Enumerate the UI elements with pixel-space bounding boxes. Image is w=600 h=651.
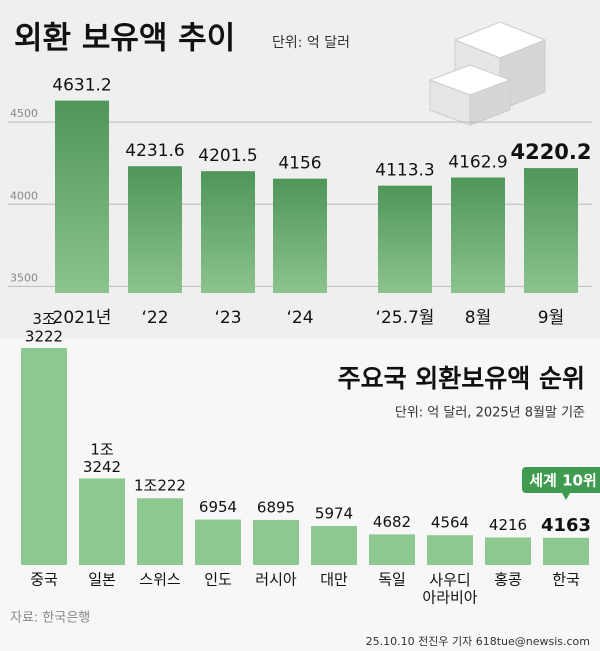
bar xyxy=(137,498,183,565)
x-tick-label: 대만 xyxy=(320,571,348,589)
value-label: 4113.3 xyxy=(375,161,434,181)
bar xyxy=(253,519,299,565)
annotation: 세계 10위 xyxy=(529,472,597,490)
x-tick-label: 한국 xyxy=(552,571,580,589)
unit-label: 단위: 억 달러 xyxy=(272,35,350,51)
chart-title: 주요국 외환보유액 순위 xyxy=(338,364,585,393)
x-tick-label: 8월 xyxy=(465,308,491,328)
x-tick-label: ‘23 xyxy=(214,308,241,328)
y-tick-label: 4500 xyxy=(10,107,38,120)
bar xyxy=(195,519,241,565)
money-icon xyxy=(428,21,547,126)
bar xyxy=(524,168,578,293)
bar xyxy=(201,171,255,293)
bar xyxy=(21,348,67,565)
bar xyxy=(128,166,182,293)
x-tick-label: 일본 xyxy=(88,571,116,589)
value-label: 4682 xyxy=(373,513,411,531)
value-label: 4163 xyxy=(541,515,591,536)
x-tick-label: 스위스 xyxy=(139,571,181,589)
value-label: 1조222 xyxy=(134,477,186,495)
credit: 25.10.10 전진우 기자 618tue@newsis.com xyxy=(366,635,590,648)
x-tick-label: ‘22 xyxy=(141,308,168,328)
bar xyxy=(485,537,531,565)
value-label: 4156 xyxy=(278,154,321,174)
x-tick-label: 사우디 아라비아 xyxy=(422,571,477,606)
x-tick-label: 독일 xyxy=(378,571,406,589)
x-tick-label: 2021년 xyxy=(53,308,112,328)
value-label: 6954 xyxy=(199,498,237,516)
value-label: 4220.2 xyxy=(510,140,591,164)
bar xyxy=(311,525,357,565)
value-label: 4564 xyxy=(431,514,469,532)
bar xyxy=(55,100,109,294)
x-tick-label: 인도 xyxy=(204,571,232,589)
value-label: 4231.6 xyxy=(125,141,184,161)
y-tick-label: 4000 xyxy=(10,189,38,202)
annotation-box xyxy=(522,467,600,493)
source: 자료: 한국은행 xyxy=(10,610,90,626)
x-tick-label: 홍콩 xyxy=(494,571,522,589)
y-tick-label: 3500 xyxy=(10,271,38,284)
bar xyxy=(378,185,432,293)
x-tick-label: ‘25.7월 xyxy=(376,308,435,328)
bar xyxy=(79,478,125,565)
value-label: 1조 3242 xyxy=(83,440,121,475)
chart-title: 외환 보유액 추이 xyxy=(14,21,235,57)
value-label: 5974 xyxy=(315,504,353,522)
bar xyxy=(427,535,473,565)
x-tick-label: 중국 xyxy=(30,571,58,589)
value-label: 4631.2 xyxy=(52,76,111,96)
x-tick-label: ‘24 xyxy=(286,308,313,328)
bar xyxy=(543,537,589,565)
value-label: 4201.5 xyxy=(198,146,257,166)
value-label: 4162.9 xyxy=(448,153,507,173)
x-tick-label: 9월 xyxy=(538,308,564,328)
unit-label: 단위: 억 달러, 2025년 8월말 기준 xyxy=(395,406,585,421)
value-label: 6895 xyxy=(257,498,295,516)
bar xyxy=(369,534,415,565)
value-label: 3조 3222 xyxy=(25,310,63,345)
annotation-pointer xyxy=(562,493,570,500)
x-tick-label: 러시아 xyxy=(255,571,297,589)
bar xyxy=(451,177,505,293)
value-label: 4216 xyxy=(489,516,527,534)
bar xyxy=(273,178,327,293)
